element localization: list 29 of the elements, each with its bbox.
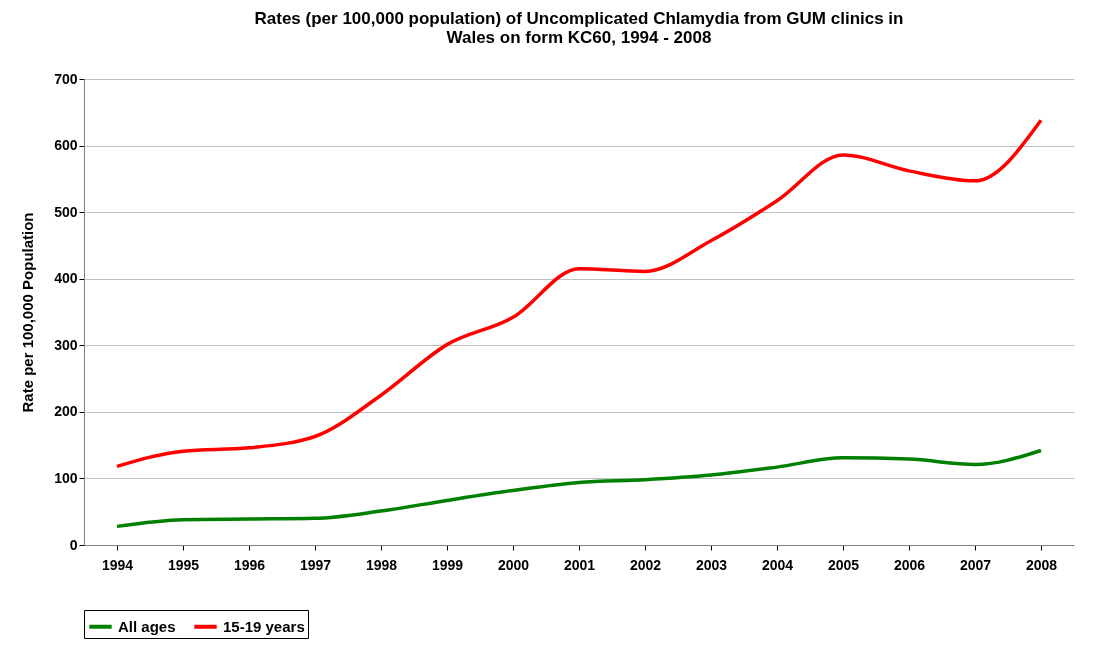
legend-label: 15-19 years	[223, 617, 305, 635]
x-tick-label: 2007	[959, 556, 992, 573]
x-tick-label: 1995	[167, 556, 200, 573]
x-tick-label: 2008	[1025, 556, 1058, 573]
y-tick-label: 100	[54, 469, 78, 486]
x-tick-label: 1996	[233, 556, 266, 573]
y-axis-title: Rate per 100,000 Population	[19, 212, 37, 413]
x-tick-label: 2002	[629, 556, 662, 573]
x-tick-label: 1994	[101, 556, 134, 573]
y-tick-label: 0	[69, 536, 78, 553]
y-tick-label: 300	[54, 336, 78, 353]
line-series	[115, 448, 1043, 529]
y-tick-label: 700	[54, 70, 78, 87]
line-series	[115, 118, 1043, 469]
y-tick-label: 600	[54, 137, 78, 154]
x-tick-label: 2006	[893, 556, 926, 573]
chart-title: Rates (per 100,000 population) of Uncomplicated Chlamydia from GUM clinics in Wales on form KC60, 1994 - 2008	[254, 9, 904, 47]
x-tick-label: 2004	[761, 556, 794, 573]
x-tick-label: 2000	[497, 556, 530, 573]
x-tick-label: 1998	[365, 556, 398, 573]
x-tick-label: 1997	[299, 556, 332, 573]
x-tick-label: 2003	[695, 556, 728, 573]
x-tick-label: 2005	[827, 556, 860, 573]
y-tick-label: 500	[54, 203, 78, 220]
y-tick-label: 400	[54, 270, 78, 287]
x-tick-label: 1999	[431, 556, 464, 573]
legend-label: All ages	[118, 617, 176, 635]
y-tick-label: 200	[54, 403, 78, 420]
x-tick-label: 2001	[563, 556, 596, 573]
